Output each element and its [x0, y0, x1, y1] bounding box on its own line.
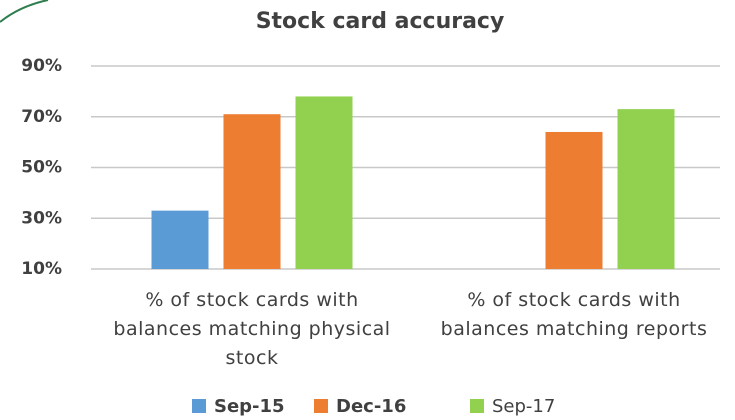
x-tick-label: % of stock cards with balances matching …	[440, 289, 708, 340]
legend-swatch	[314, 399, 328, 413]
legend-swatch	[192, 399, 206, 413]
decoration	[0, 0, 49, 23]
bar	[295, 96, 353, 269]
bar	[545, 131, 603, 269]
y-tick-label: 30%	[21, 208, 62, 228]
bar	[223, 114, 281, 270]
y-tick-label: 90%	[21, 56, 62, 76]
y-tick-label: 10%	[21, 259, 62, 279]
x-tick-label: % of stock cards with balances matching …	[113, 289, 391, 369]
y-tick-label: 50%	[21, 158, 62, 178]
legend-label: Sep-15	[214, 396, 285, 417]
bar	[617, 109, 675, 269]
y-tick-label: 70%	[21, 107, 62, 127]
bar	[151, 210, 209, 269]
legend-label: Sep-17	[492, 396, 555, 417]
legend-label: Dec-16	[336, 396, 406, 417]
legend-swatch	[470, 399, 484, 413]
chart-title: Stock card accuracy	[256, 9, 505, 34]
